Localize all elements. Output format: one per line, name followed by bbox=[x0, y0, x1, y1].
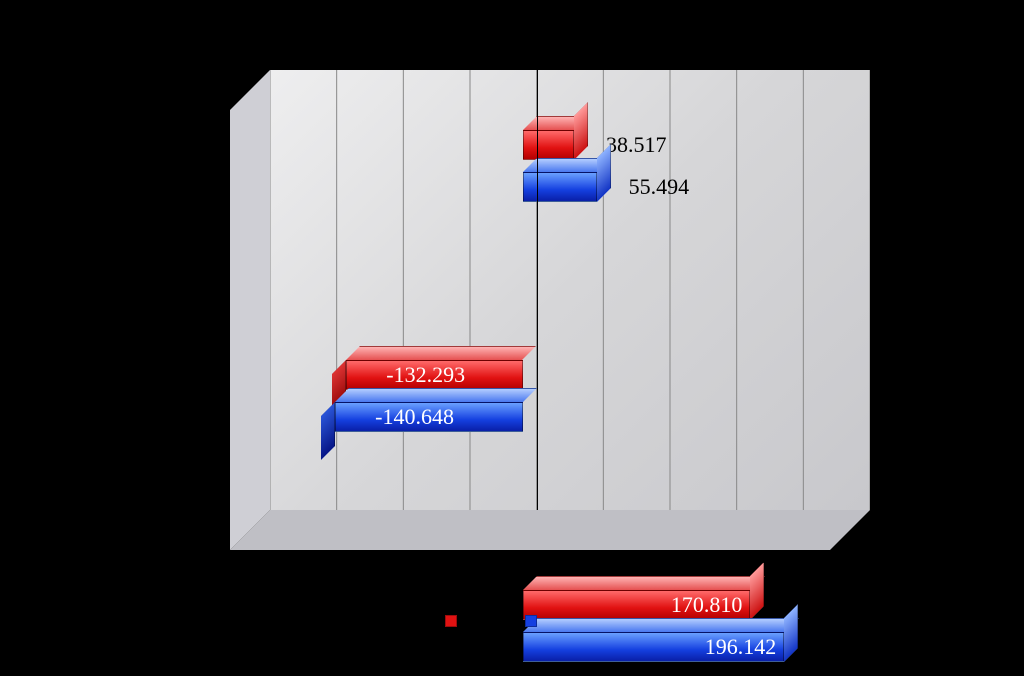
x-tick-label: 0 bbox=[493, 552, 500, 568]
x-tick-label: -150.000 bbox=[272, 552, 322, 568]
x-tick-label: -100.000 bbox=[338, 552, 388, 568]
legend-item-1 bbox=[445, 615, 465, 627]
bars-layer: 38.51755.494-132.293-140.648170.810196.1… bbox=[230, 70, 870, 550]
bar-value-label: -132.293 bbox=[386, 362, 465, 388]
bar-value-label: 170.810 bbox=[671, 592, 743, 618]
x-tick-label: -50.000 bbox=[408, 552, 451, 568]
x-tick-label: 150.000 bbox=[674, 552, 720, 568]
x-tick-label: 50.000 bbox=[544, 552, 583, 568]
legend-swatch-1 bbox=[445, 615, 457, 627]
x-tick-label: -200.000 bbox=[205, 552, 255, 568]
x-tick-label: 100.000 bbox=[607, 552, 653, 568]
legend-item-2 bbox=[525, 615, 545, 627]
bar-chart-3d: 38.51755.494-132.293-140.648170.810196.1… bbox=[230, 70, 870, 550]
x-tick-label: 250.000 bbox=[807, 552, 853, 568]
legend bbox=[445, 615, 545, 627]
bar-value-label: -140.648 bbox=[375, 404, 454, 430]
bar-value-label: 55.494 bbox=[629, 174, 690, 200]
bar-value-label: 38.517 bbox=[606, 132, 667, 158]
bar-value-label: 196.142 bbox=[705, 634, 777, 660]
x-tick-label: 200.000 bbox=[741, 552, 787, 568]
legend-swatch-2 bbox=[525, 615, 537, 627]
bar-positive bbox=[523, 160, 597, 196]
bar-positive bbox=[523, 118, 574, 154]
